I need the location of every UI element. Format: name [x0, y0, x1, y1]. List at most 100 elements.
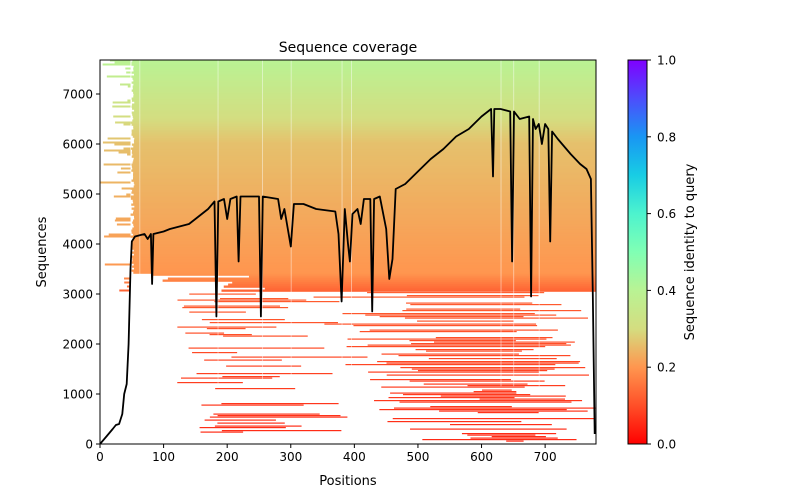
alignment-row: [134, 205, 596, 208]
y-tick-label: 3000: [62, 288, 93, 302]
alignment-row: [133, 93, 596, 96]
x-tick-label: 0: [96, 450, 104, 464]
alignment-row: [435, 337, 553, 339]
alignment-row: [132, 259, 596, 262]
y-tick-label: 0: [85, 438, 93, 452]
alignment-row: [133, 181, 596, 184]
alignment-row: [399, 401, 572, 403]
alignment-row: [132, 161, 596, 164]
alignment-row: [113, 115, 131, 118]
y-tick-label: 7000: [62, 88, 93, 102]
x-tick-label: 400: [343, 450, 366, 464]
alignment-row: [209, 416, 348, 418]
alignment-row: [209, 334, 252, 336]
alignment-row: [131, 269, 596, 272]
alignment-row: [201, 404, 304, 406]
alignment-row: [132, 189, 596, 192]
alignment-row: [386, 362, 579, 364]
alignment-row: [131, 261, 596, 264]
alignment-row: [434, 341, 575, 343]
alignment-row: [417, 320, 514, 322]
alignment-row: [134, 109, 596, 112]
alignment-row: [324, 323, 537, 325]
alignment-row: [410, 304, 562, 306]
alignment-row: [221, 430, 342, 432]
alignment-row: [126, 71, 131, 74]
alignment-row: [120, 167, 131, 170]
gap-streak: [500, 60, 502, 387]
alignment-row: [100, 181, 131, 184]
alignment-row: [103, 149, 131, 152]
gap-streak: [341, 60, 343, 387]
alignment-row: [131, 99, 596, 102]
alignment-row: [342, 313, 535, 315]
alignment-row: [127, 99, 131, 102]
colorbar-gradient: [627, 59, 648, 445]
alignment-row: [506, 440, 524, 442]
alignment-row: [130, 187, 596, 190]
alignment-row: [116, 223, 131, 226]
alignment-row: [134, 217, 596, 220]
alignment-row: [134, 137, 596, 140]
alignment-row: [103, 163, 131, 166]
coverage-line-layer: [100, 108, 596, 444]
alignment-row: [417, 370, 548, 372]
colorbar: 0.0 0.2 0.4 0.6 0.8 1.0 Sequence identity to …: [627, 54, 698, 452]
alignment-row: [132, 60, 596, 62]
alignment-row: [204, 359, 282, 361]
alignment-row: [134, 141, 596, 144]
alignment-row: [353, 325, 538, 327]
alignment-row: [477, 412, 539, 414]
alignment-row: [461, 433, 557, 435]
alignment-row: [131, 251, 596, 254]
alignment-row: [132, 239, 596, 242]
alignment-row: [133, 125, 596, 128]
alignment-row: [387, 421, 522, 423]
alignment-row: [104, 263, 131, 266]
alignment-row: [228, 283, 596, 286]
alignment-row: [422, 439, 577, 441]
alignment-row: [223, 285, 596, 288]
alignment-row: [132, 85, 596, 88]
alignment-row: [131, 143, 596, 146]
alignment-row: [214, 301, 340, 303]
colorbar-tick-label: 0.6: [657, 207, 676, 221]
alignment-row: [102, 63, 131, 66]
alignment-row: [232, 281, 596, 284]
alignment-row: [473, 391, 517, 393]
alignment-row: [347, 338, 547, 340]
alignment-row: [133, 91, 596, 94]
y-tick-label: 6000: [62, 138, 93, 152]
alignment-row: [182, 307, 289, 309]
alignment-row: [196, 373, 333, 375]
gap-streak: [513, 60, 515, 387]
alignment-row: [133, 253, 596, 256]
alignment-row: [131, 191, 596, 194]
colorbar-tick-label: 0.2: [657, 361, 676, 375]
alignment-row: [209, 322, 338, 324]
alignment-row: [450, 424, 552, 426]
alignment-row: [126, 285, 131, 288]
alignment-row: [132, 167, 596, 170]
alignment-row: [130, 121, 596, 124]
alignment-row: [423, 383, 528, 385]
alignment-row: [406, 295, 539, 297]
alignment-row: [133, 159, 596, 162]
alignment-row: [390, 392, 517, 394]
alignment-row: [131, 255, 596, 258]
alignment-row: [132, 87, 596, 90]
alignment-row: [120, 83, 131, 86]
alignment-row: [132, 177, 596, 180]
alignment-row: [426, 350, 522, 352]
alignment-row: [131, 231, 596, 234]
alignment-row: [132, 257, 596, 260]
x-tick-label: 500: [406, 450, 429, 464]
alignment-row: [133, 79, 596, 82]
alignment-row: [132, 149, 596, 152]
alignment-row: [188, 347, 325, 349]
alignment-row: [124, 277, 131, 280]
alignment-row: [217, 422, 285, 424]
alignment-row: [133, 173, 596, 176]
alignment-row: [131, 111, 596, 114]
